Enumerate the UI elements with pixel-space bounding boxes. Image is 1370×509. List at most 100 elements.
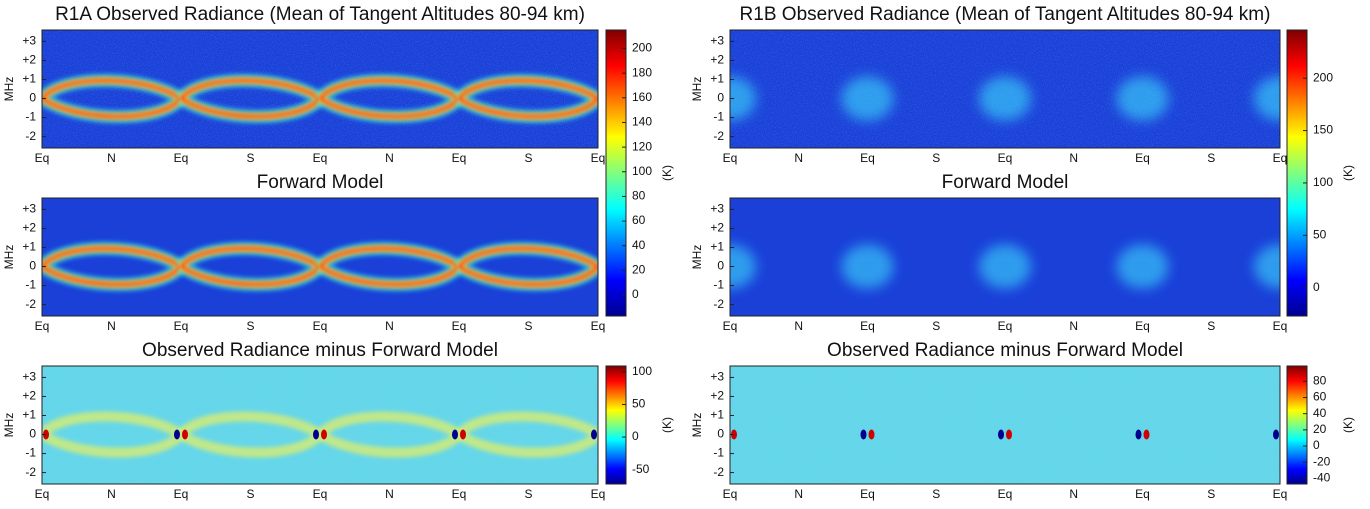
colorbar-tick-label: -40	[1313, 471, 1331, 485]
panel-title: R1B Observed Radiance (Mean of Tangent A…	[740, 4, 1271, 25]
heatmap	[730, 198, 1280, 316]
x-tick-label: S	[246, 319, 254, 333]
panel-title: Forward Model	[942, 172, 1069, 193]
colorbar-tick-label: -20	[1313, 454, 1331, 468]
colorbar-tick-label: 100	[632, 364, 652, 378]
colorbar-label: (K)	[660, 165, 674, 181]
dipole	[591, 429, 597, 440]
y-tick-label: -2	[25, 297, 36, 311]
colorbar	[605, 29, 627, 317]
x-tick-label: Eq	[860, 151, 875, 165]
ridge	[318, 79, 461, 118]
colorbar-tick-label: 60	[632, 213, 646, 227]
y-axis-label: MHz	[690, 77, 704, 102]
x-tick-label: Eq	[723, 487, 738, 501]
x-tick-label: S	[1207, 319, 1215, 333]
y-tick-label: +3	[22, 370, 36, 384]
panel-title: Observed Radiance minus Forward Model	[827, 340, 1183, 361]
x-tick-label: N	[1069, 487, 1078, 501]
x-tick-label: Eq	[313, 151, 328, 165]
y-axis-label: MHz	[2, 413, 16, 438]
dipole	[460, 429, 466, 440]
heatmap	[42, 198, 598, 316]
ridge	[457, 247, 598, 286]
x-tick-label: Eq	[860, 487, 875, 501]
ridge	[42, 79, 183, 118]
x-tick-label: Eq	[998, 151, 1013, 165]
colorbar-tick-label: 50	[1313, 228, 1327, 242]
heatmap	[730, 366, 1287, 484]
colorbar-tick-label: 40	[1313, 406, 1327, 420]
y-tick-label: 0	[29, 91, 36, 105]
colorbar	[1286, 365, 1308, 485]
x-tick-label: S	[524, 151, 532, 165]
y-tick-label: +1	[710, 72, 724, 86]
x-tick-label: S	[1207, 487, 1215, 501]
colorbar-tick-label: 0	[632, 287, 639, 301]
y-tick-label: 0	[717, 427, 724, 441]
y-tick-label: +3	[710, 202, 724, 216]
colorbar-tick-label: 0	[632, 429, 639, 443]
x-tick-label: N	[385, 487, 394, 501]
colorbar-tick-label: 100	[1313, 175, 1333, 189]
x-tick-label: Eq	[174, 151, 189, 165]
colorbar-tick-label: 40	[632, 238, 646, 252]
y-tick-label: -2	[25, 465, 36, 479]
y-tick-label: -1	[25, 278, 36, 292]
x-tick-label: N	[1069, 319, 1078, 333]
x-tick-label: N	[794, 487, 803, 501]
y-tick-label: +1	[22, 240, 36, 254]
colorbar	[1286, 29, 1308, 317]
x-tick-label: Eq	[591, 487, 606, 501]
dipole	[599, 430, 605, 440]
x-tick-label: Eq	[35, 151, 50, 165]
x-tick-label: Eq	[174, 319, 189, 333]
x-tick-label: Eq	[591, 151, 606, 165]
colorbar-tick-label: 160	[632, 90, 652, 104]
dipole	[452, 429, 458, 440]
x-tick-label: Eq	[1135, 151, 1150, 165]
dipole	[1143, 429, 1150, 440]
ridge	[177, 411, 324, 458]
y-tick-label: +2	[710, 389, 724, 403]
colorbar-tick-label: -50	[632, 462, 650, 476]
colorbar-tick-label: 20	[632, 263, 646, 277]
x-tick-label: Eq	[313, 319, 328, 333]
x-tick-label: N	[385, 151, 394, 165]
x-tick-label: N	[107, 487, 116, 501]
x-tick-label: Eq	[998, 487, 1013, 501]
heatmap-noise	[42, 366, 598, 484]
y-tick-label: +2	[22, 53, 36, 67]
x-tick-label: S	[932, 319, 940, 333]
axes-frame	[729, 29, 1281, 149]
dipole	[1281, 430, 1287, 440]
axes-frame	[41, 365, 599, 485]
colorbar-tick-label: 150	[1313, 123, 1333, 137]
y-tick-label: -2	[713, 465, 724, 479]
y-tick-label: -1	[25, 446, 36, 460]
heatmap	[42, 30, 598, 148]
y-tick-label: +2	[710, 53, 724, 67]
x-tick-label: Eq	[313, 487, 328, 501]
y-tick-label: 0	[717, 91, 724, 105]
y-tick-label: 0	[717, 259, 724, 273]
colorbar-label: (K)	[660, 417, 674, 433]
y-axis-label: MHz	[690, 413, 704, 438]
colorbar-tick-label: 120	[632, 139, 652, 153]
colorbar-label: (K)	[1341, 417, 1355, 433]
dipole	[1006, 429, 1012, 440]
axes-frame	[41, 197, 599, 317]
y-tick-label: +1	[710, 408, 724, 422]
x-tick-label: Eq	[174, 487, 189, 501]
x-tick-label: S	[524, 319, 532, 333]
dipole	[321, 429, 327, 440]
colorbar-tick-label: 0	[1313, 438, 1320, 452]
y-tick-label: 0	[29, 427, 36, 441]
x-tick-label: Eq	[1135, 319, 1150, 333]
dipole	[1135, 429, 1142, 440]
x-tick-label: Eq	[452, 487, 467, 501]
axes-frame	[729, 365, 1281, 485]
colorbar-tick-label: 0	[1313, 280, 1320, 294]
